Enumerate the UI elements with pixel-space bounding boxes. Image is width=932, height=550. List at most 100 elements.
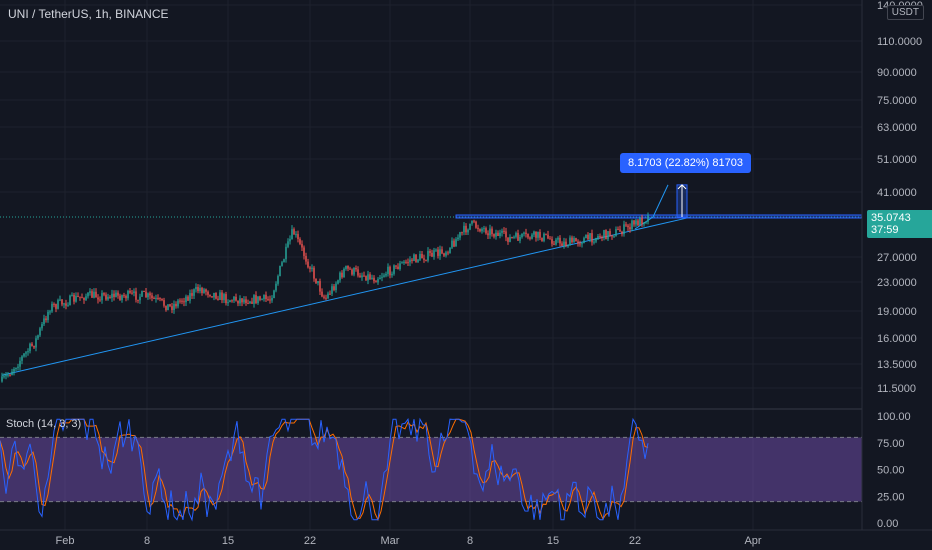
candle-body — [329, 293, 331, 295]
candle-body — [119, 295, 121, 301]
candle-body — [371, 277, 373, 280]
candle-body — [521, 233, 523, 238]
candle-body — [209, 294, 211, 297]
candle-body — [499, 232, 501, 237]
candle-body — [179, 300, 181, 302]
candle-body — [535, 231, 537, 238]
candle-body — [315, 278, 317, 284]
price-tick-label: 16.0000 — [877, 333, 917, 345]
candle-body — [9, 374, 11, 376]
candle-body — [141, 291, 143, 297]
candle-body — [203, 289, 205, 294]
candle-body — [193, 289, 195, 296]
candle-body — [531, 234, 533, 239]
currency-badge[interactable]: USDT — [886, 5, 924, 20]
candle-body — [109, 296, 111, 298]
candle-body — [123, 295, 125, 297]
time-tick-label: Mar — [381, 535, 400, 547]
candle-body — [481, 228, 483, 232]
candle-body — [317, 281, 319, 284]
candle-body — [245, 299, 247, 304]
candle-body — [467, 229, 469, 233]
candle-body — [563, 241, 565, 247]
candle-body — [311, 267, 313, 269]
candle-body — [37, 335, 39, 339]
candle-body — [195, 287, 197, 290]
candle-body — [127, 290, 129, 299]
projection-path — [634, 184, 669, 230]
candle-body — [585, 234, 587, 239]
candle-body — [113, 293, 115, 297]
candle-body — [597, 236, 599, 238]
candle-body — [539, 231, 541, 238]
candle-body — [461, 232, 463, 234]
candle-body — [191, 293, 193, 296]
candle-body — [81, 297, 83, 299]
candle-body — [511, 237, 513, 239]
candle-body — [609, 231, 611, 236]
candle-body — [575, 238, 577, 242]
candle-body — [357, 269, 359, 276]
candle-body — [249, 301, 251, 304]
candle-body — [581, 243, 583, 245]
candle-body — [401, 262, 403, 264]
candle-body — [561, 243, 563, 247]
candle-body — [73, 294, 75, 302]
candle-body — [31, 343, 33, 346]
price-tick-label: 27.0000 — [877, 252, 917, 264]
candle-body — [625, 224, 627, 226]
candle-body — [379, 277, 381, 280]
measure-tooltip: 8.1703 (22.82%) 81703 — [620, 153, 751, 173]
candle-body — [589, 233, 591, 240]
candle-body — [285, 246, 287, 260]
price-axis[interactable]: 11.5000 13.5000 16.0000 19.0000 23.0000 27.00… — [861, 0, 923, 530]
candle-body — [631, 220, 633, 230]
time-tick-label: Apr — [744, 535, 761, 547]
candle-body — [569, 237, 571, 246]
candle-body — [199, 287, 201, 292]
candle-body — [85, 296, 87, 300]
candle-body — [451, 240, 453, 248]
candle-body — [307, 261, 309, 268]
candle-body — [435, 249, 437, 251]
candle-body — [427, 251, 429, 261]
candle-body — [479, 229, 481, 232]
candle-body — [363, 275, 365, 277]
candle-body — [223, 294, 225, 301]
candle-body — [365, 275, 367, 281]
candle-body — [259, 296, 261, 300]
candle-body — [143, 291, 145, 293]
candle-body — [185, 296, 187, 303]
candle-body — [231, 300, 233, 302]
candle-body — [75, 295, 77, 302]
candle-body — [383, 275, 385, 277]
candle-body — [559, 237, 561, 244]
candle-body — [15, 367, 17, 370]
time-tick-label: 15 — [222, 535, 234, 547]
candle-body — [415, 254, 417, 262]
candle-body — [395, 265, 397, 267]
stoch-axis[interactable]: 0.00 25.00 50.00 75.00 100.00 — [877, 411, 911, 530]
candle-body — [205, 289, 207, 292]
candle-body — [171, 306, 173, 311]
candle-body — [555, 239, 557, 245]
candle-body — [473, 220, 475, 222]
candle-body — [471, 220, 473, 224]
candle-body — [525, 232, 527, 234]
candle-body — [391, 273, 393, 276]
candle-body — [253, 295, 255, 304]
candle-body — [485, 228, 487, 234]
candle-body — [269, 299, 271, 301]
candle-body — [297, 234, 299, 240]
last-price-value: 35.0743 — [871, 212, 911, 224]
stoch-title: Stoch (14, 3, 3) — [6, 418, 82, 430]
candle-body — [457, 237, 459, 240]
candle-body — [413, 254, 415, 261]
candle-body — [449, 247, 451, 254]
candle-body — [615, 229, 617, 237]
candle-body — [629, 227, 631, 230]
candle-body — [215, 292, 217, 299]
time-axis[interactable]: Feb 8 15 22 Mar 8 15 22 Apr — [0, 529, 932, 547]
candle-body — [623, 224, 625, 235]
